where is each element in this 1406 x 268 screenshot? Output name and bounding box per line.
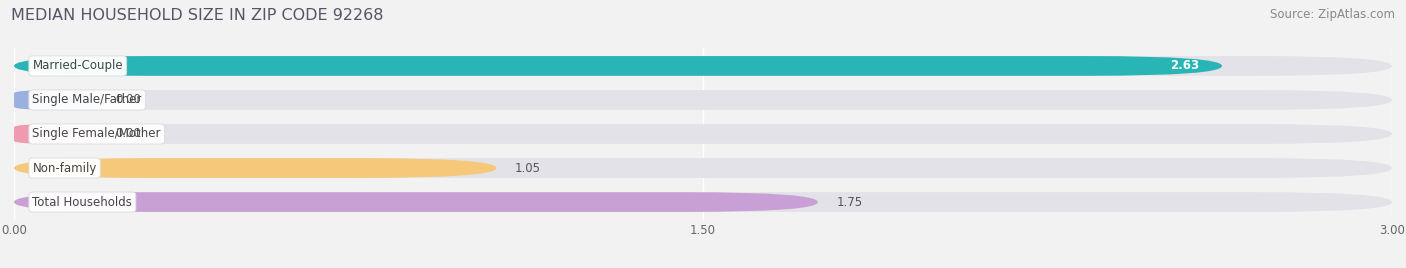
Text: 0.00: 0.00 — [115, 128, 141, 140]
FancyBboxPatch shape — [14, 90, 1392, 110]
Text: Single Male/Father: Single Male/Father — [32, 94, 142, 106]
Text: 0.00: 0.00 — [115, 94, 141, 106]
FancyBboxPatch shape — [14, 90, 97, 110]
FancyBboxPatch shape — [14, 56, 1392, 76]
Text: MEDIAN HOUSEHOLD SIZE IN ZIP CODE 92268: MEDIAN HOUSEHOLD SIZE IN ZIP CODE 92268 — [11, 8, 384, 23]
FancyBboxPatch shape — [14, 192, 818, 212]
Text: Source: ZipAtlas.com: Source: ZipAtlas.com — [1270, 8, 1395, 21]
FancyBboxPatch shape — [14, 192, 1392, 212]
FancyBboxPatch shape — [14, 158, 496, 178]
FancyBboxPatch shape — [14, 124, 97, 144]
FancyBboxPatch shape — [14, 158, 1392, 178]
Text: 1.05: 1.05 — [515, 162, 541, 174]
Text: Single Female/Mother: Single Female/Mother — [32, 128, 160, 140]
FancyBboxPatch shape — [14, 124, 1392, 144]
FancyBboxPatch shape — [14, 56, 1222, 76]
Text: 1.75: 1.75 — [837, 196, 862, 209]
Text: Married-Couple: Married-Couple — [32, 59, 124, 72]
Text: Non-family: Non-family — [32, 162, 97, 174]
Text: Total Households: Total Households — [32, 196, 132, 209]
Text: 2.63: 2.63 — [1170, 59, 1199, 72]
